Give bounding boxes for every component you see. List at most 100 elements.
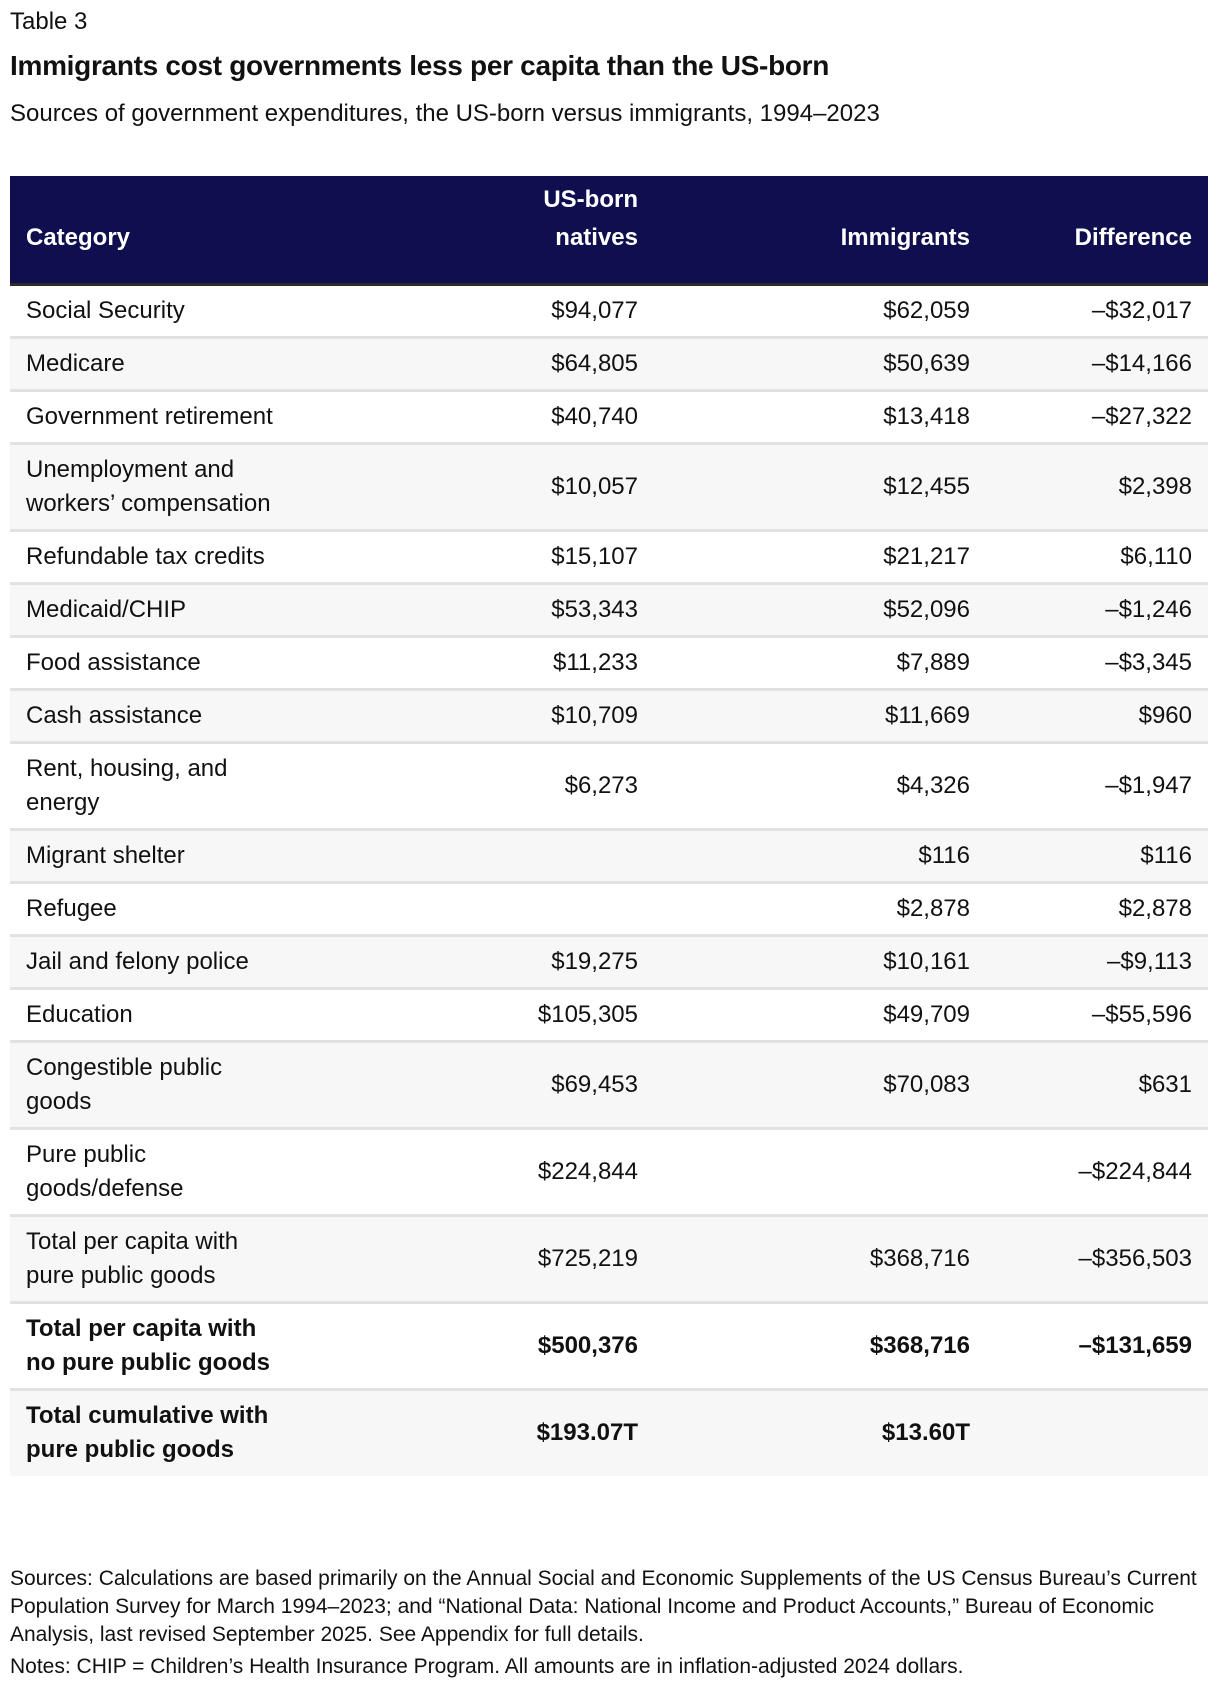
us-born-cell-text: $53,343	[551, 595, 638, 623]
us-born-cell-text: $64,805	[551, 349, 638, 377]
immigrants-cell: $70,083	[654, 1041, 986, 1128]
category-cell: Refundable tax credits	[10, 530, 382, 583]
immigrants-cell-text: $368,716	[869, 1244, 970, 1272]
notes: Notes: CHIP = Children’s Health Insuranc…	[10, 1655, 964, 1678]
category-cell-text: Social Security	[26, 296, 185, 324]
us-born-cell: $10,709	[382, 689, 654, 742]
category-cell-text: Jail and felony police	[26, 947, 249, 975]
table-row: Cash assistance $10,709 $11,669 $960	[10, 689, 1208, 742]
category-cell-text: Cash assistance	[26, 701, 203, 729]
us-born-cell-text: $6,273	[564, 771, 638, 799]
immigrants-cell-text: $10,161	[883, 947, 970, 975]
table-row: Rent, housing, and energy $6,273 $4,326 –$1…	[10, 742, 1208, 829]
immigrants-cell: $4,326	[654, 742, 986, 829]
difference-cell-text: –$1,246	[1105, 595, 1192, 623]
table-row: Refugee $2,878 $2,878	[10, 882, 1208, 935]
table-row: Food assistance $11,233 $7,889 –$3,345	[10, 636, 1208, 689]
immigrants-cell-text: $70,083	[883, 1070, 970, 1098]
category-cell: Migrant shelter	[10, 829, 382, 882]
table-row: Congestible public goods $69,453 $70,083 $6…	[10, 1041, 1208, 1128]
difference-cell-text: –$14,166	[1091, 349, 1192, 377]
difference-cell-text: $6,110	[1120, 542, 1192, 570]
category-cell-text: Pure public goods/defense	[26, 1140, 184, 1202]
category-cell: Unemployment and workers’ compensation	[10, 443, 382, 530]
difference-cell-text: $2,398	[1118, 472, 1192, 500]
table-subtitle: Sources of government expenditures, the …	[10, 100, 880, 127]
difference-cell: –$55,596	[986, 988, 1208, 1041]
category-cell: Education	[10, 988, 382, 1041]
us-born-cell: $500,376	[382, 1302, 654, 1389]
difference-cell: –$27,322	[986, 390, 1208, 443]
difference-cell-text: –$9,113	[1107, 947, 1192, 975]
difference-cell	[986, 1389, 1208, 1476]
difference-cell-text: –$27,322	[1091, 402, 1192, 430]
difference-cell: $960	[986, 689, 1208, 742]
difference-cell: $116	[986, 829, 1208, 882]
us-born-cell	[382, 882, 654, 935]
table-title: Immigrants cost governments less per cap…	[10, 50, 830, 81]
difference-cell: –$32,017	[986, 284, 1208, 337]
immigrants-cell: $62,059	[654, 284, 986, 337]
table-row: Government retirement $40,740 $13,418 –$27,…	[10, 390, 1208, 443]
category-cell: Government retirement	[10, 390, 382, 443]
us-born-cell-text: $105,305	[537, 1000, 638, 1028]
us-born-cell: $105,305	[382, 988, 654, 1041]
immigrants-cell: $13,418	[654, 390, 986, 443]
category-cell-text: Medicare	[26, 349, 125, 377]
immigrants-cell: $7,889	[654, 636, 986, 689]
category-cell: Medicaid/CHIP	[10, 583, 382, 636]
us-born-cell-text: $224,844	[537, 1157, 638, 1185]
difference-cell-text: $631	[1138, 1070, 1192, 1098]
difference-cell-text: –$32,017	[1091, 296, 1192, 324]
category-cell: Total per capita with pure public goods	[10, 1215, 382, 1302]
us-born-cell-text: $193.07T	[536, 1419, 638, 1447]
immigrants-cell: $368,716	[654, 1302, 986, 1389]
immigrants-cell-text: $13.60T	[881, 1419, 970, 1447]
category-cell: Rent, housing, and energy	[10, 742, 382, 829]
us-born-cell-text: $500,376	[537, 1331, 638, 1359]
category-cell: Refugee	[10, 882, 382, 935]
category-cell-text: Medicaid/CHIP	[26, 595, 187, 623]
table-row: Refundable tax credits $15,107 $21,217 $6,1…	[10, 530, 1208, 583]
immigrants-cell: $368,716	[654, 1215, 986, 1302]
category-cell: Pure public goods/defense	[10, 1128, 382, 1215]
us-born-cell-text: $19,275	[551, 947, 638, 975]
table-row: Social Security $94,077 $62,059 –$32,017	[10, 284, 1208, 337]
us-born-cell-text: $94,077	[551, 296, 638, 324]
difference-cell: –$1,947	[986, 742, 1208, 829]
header-us-born: US-born natives	[382, 176, 654, 284]
difference-cell: –$131,659	[986, 1302, 1208, 1389]
category-cell-text: Education	[26, 1000, 133, 1028]
us-born-cell-text: $725,219	[537, 1244, 638, 1272]
difference-cell-text: –$131,659	[1078, 1331, 1192, 1359]
difference-cell-text: –$1,947	[1105, 771, 1192, 799]
us-born-cell: $64,805	[382, 337, 654, 390]
us-born-cell: $725,219	[382, 1215, 654, 1302]
table-row: Total per capita with no pure public goo…	[10, 1302, 1208, 1389]
immigrants-cell: $49,709	[654, 988, 986, 1041]
difference-cell: $631	[986, 1041, 1208, 1128]
immigrants-cell-text: $368,716	[869, 1331, 970, 1359]
immigrants-cell-text: $50,639	[883, 349, 970, 377]
immigrants-cell-text: $62,059	[883, 296, 970, 324]
immigrants-cell-text: $2,878	[896, 894, 970, 922]
header-difference: Difference	[1074, 223, 1192, 251]
header-row: Category US-born natives Immigrants Diffe…	[10, 176, 1208, 284]
table-row: Medicaid/CHIP $53,343 $52,096 –$1,246	[10, 583, 1208, 636]
us-born-cell-text: $40,740	[551, 402, 638, 430]
immigrants-cell: $10,161	[654, 935, 986, 988]
category-cell: Social Security	[10, 284, 382, 337]
immigrants-cell: $13.60T	[654, 1389, 986, 1476]
category-cell-text: Total per capita with no pure public goo…	[26, 1314, 270, 1376]
immigrants-cell: $21,217	[654, 530, 986, 583]
us-born-cell: $40,740	[382, 390, 654, 443]
category-cell: Cash assistance	[10, 689, 382, 742]
immigrants-cell-text: $7,889	[896, 648, 970, 676]
us-born-cell: $193.07T	[382, 1389, 654, 1476]
us-born-cell-text: $15,107	[551, 542, 638, 570]
category-cell-text: Refugee	[26, 894, 117, 922]
immigrants-cell-text: $4,326	[896, 771, 970, 799]
difference-cell-text: $2,878	[1118, 894, 1192, 922]
table-row: Migrant shelter $116 $116	[10, 829, 1208, 882]
table-row: Unemployment and workers’ compensation $1…	[10, 443, 1208, 530]
